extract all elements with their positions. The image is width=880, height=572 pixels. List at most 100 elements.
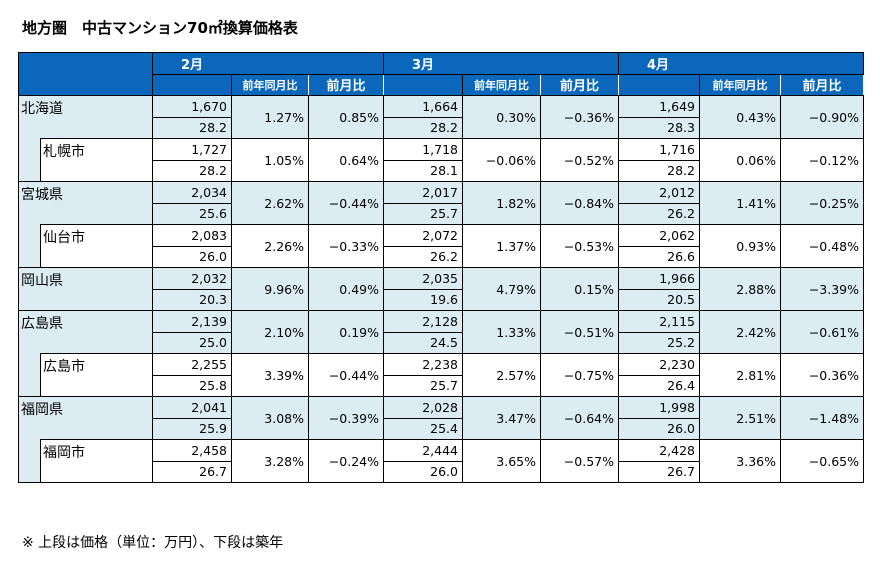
indent-cell [18,353,41,397]
yoy-cell: 4.79% [462,267,541,311]
building-age-cell: 25.9 [152,417,232,440]
building-age-cell: 26.6 [618,245,700,268]
building-age-cell: 25.6 [152,202,232,225]
mom-cell: −0.84% [540,181,619,225]
yoy-cell: 3.08% [231,396,309,440]
price-cell: 2,041 [152,396,232,419]
price-header [152,73,232,96]
mom-cell: 0.85% [308,95,384,139]
mom-cell: −0.90% [780,95,864,139]
building-age-cell: 28.2 [618,159,700,182]
building-age-cell: 26.7 [618,460,700,483]
mom-header: 前月比 [308,73,384,96]
region-label: 宮城県 [18,181,153,225]
yoy-cell: 3.28% [231,439,309,483]
price-cell: 2,072 [383,224,463,247]
footnote: ※ 上段は価格（単位：万円）、下段は築年 [22,535,284,551]
building-age-cell: 28.1 [383,159,463,182]
table-row-pref-age: 25.6 25.7 26.2 [19,202,864,225]
yoy-cell: −0.06% [462,138,541,182]
mom-cell: −0.39% [308,396,384,440]
yoy-cell: 3.47% [462,396,541,440]
price-cell: 2,028 [383,396,463,419]
yoy-cell: 3.36% [699,439,781,483]
indent-cell [18,138,41,182]
mom-cell: −0.36% [780,353,864,397]
mom-cell: 0.64% [308,138,384,182]
mom-cell: −0.75% [540,353,619,397]
price-cell: 2,238 [383,353,463,376]
price-header [618,73,700,96]
price-cell: 2,062 [618,224,700,247]
city-label: 福岡市 [40,439,153,483]
yoy-header: 前年同月比 [699,73,781,96]
indent-cell [18,224,41,268]
yoy-cell: 1.33% [462,310,541,354]
mom-cell: −0.57% [540,439,619,483]
mom-cell: −0.33% [308,224,384,268]
price-cell: 2,139 [152,310,232,333]
yoy-cell: 1.41% [699,181,781,225]
price-header [383,73,463,96]
building-age-cell: 26.0 [152,245,232,268]
mom-cell: −0.64% [540,396,619,440]
yoy-cell: 9.96% [231,267,309,311]
month-header: 2月 [152,52,384,75]
price-cell: 2,128 [383,310,463,333]
price-table: 2月 3月 4月 前年同月比 前月比 前年同月比 前月比 前年同月比 前月比 北… [18,52,864,483]
month-header: 4月 [618,52,864,75]
table-row-pref-price: 広島県 2,139 2.10% 0.19% 2,128 1.33% −0.51% 2,115 2… [18,310,864,354]
header-row-months: 2月 3月 4月 [18,52,864,96]
table-row-pref-age: 20.3 19.6 20.5 [19,288,864,311]
price-cell: 2,255 [152,353,232,376]
city-label: 広島市 [40,353,153,397]
building-age-cell: 25.2 [618,331,700,354]
mom-header: 前月比 [540,73,619,96]
mom-cell: −0.53% [540,224,619,268]
yoy-cell: 2.10% [231,310,309,354]
building-age-cell: 25.7 [383,374,463,397]
yoy-cell: 1.37% [462,224,541,268]
table-row-city-price: 福岡市 2,458 3.28% −0.24% 2,444 3.65% −0.57% 2,428… [18,439,864,483]
yoy-cell: 0.30% [462,95,541,139]
yoy-cell: 0.06% [699,138,781,182]
region-label: 広島県 [18,310,153,354]
month-header: 3月 [383,52,619,75]
mom-cell: −0.48% [780,224,864,268]
indent-cell [18,439,41,483]
price-cell: 2,115 [618,310,700,333]
table-row-pref-price: 福岡県 2,041 3.08% −0.39% 2,028 3.47% −0.64% 1,998… [18,396,864,440]
region-label: 岡山県 [18,267,153,311]
building-age-cell: 26.2 [618,202,700,225]
yoy-cell: 3.39% [231,353,309,397]
building-age-cell: 25.7 [383,202,463,225]
table-row-city-price: 広島市 2,255 3.39% −0.44% 2,238 2.57% −0.75% 2,230… [18,353,864,397]
price-cell: 2,017 [383,181,463,204]
building-age-cell: 25.4 [383,417,463,440]
price-cell: 1,966 [618,267,700,290]
yoy-cell: 3.65% [462,439,541,483]
price-cell: 1,998 [618,396,700,419]
yoy-cell: 2.57% [462,353,541,397]
price-cell: 2,428 [618,439,700,462]
mom-cell: 0.15% [540,267,619,311]
city-label: 札幌市 [40,138,153,182]
yoy-cell: 2.81% [699,353,781,397]
region-label: 北海道 [18,95,153,139]
price-cell: 1,664 [383,95,463,118]
mom-cell: −0.36% [540,95,619,139]
price-cell: 2,032 [152,267,232,290]
price-cell: 1,716 [618,138,700,161]
building-age-cell: 25.0 [152,331,232,354]
price-cell: 1,718 [383,138,463,161]
price-cell: 1,727 [152,138,232,161]
table-row-pref-age: 28.2 28.2 28.3 [19,116,864,139]
mom-cell: −0.52% [540,138,619,182]
building-age-cell: 28.2 [152,159,232,182]
building-age-cell: 20.5 [618,288,700,311]
building-age-cell: 26.2 [383,245,463,268]
mom-cell: −0.44% [308,181,384,225]
price-cell: 1,649 [618,95,700,118]
building-age-cell: 28.2 [152,116,232,139]
building-age-cell: 28.3 [618,116,700,139]
